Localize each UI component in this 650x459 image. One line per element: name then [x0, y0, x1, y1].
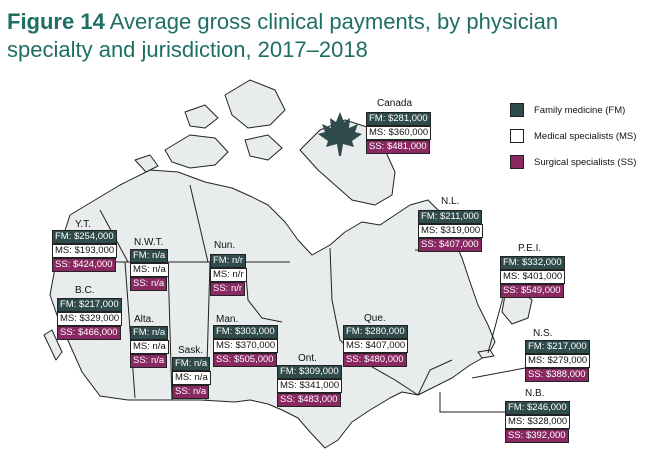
border-line [417, 359, 453, 396]
payment-box-nb: FM: $246,000 MS: $328,000 SS: $392,000 [505, 401, 571, 443]
fm-value: FM: $217,000 [525, 340, 590, 354]
legend-item-ss: Surgical specialists (SS) [510, 155, 636, 169]
region-label-alta: Alta. [134, 314, 155, 325]
ss-value: SS: $392,000 [505, 429, 569, 443]
legend-label-ms: Medical specialists (MS) [534, 130, 637, 142]
payment-box-canada: FM: $281,000 MS: $360,000 SS: $481,000 [366, 112, 432, 154]
region-label-canada: Canada [377, 98, 413, 109]
region-label-nun: Nun. [214, 240, 236, 251]
ms-value: MS: $319,000 [418, 224, 484, 238]
legend-label-fm: Family medicine (FM) [534, 104, 626, 116]
fm-value: FM: n/r [210, 254, 247, 268]
ms-value: MS: $401,000 [500, 270, 566, 284]
ms-value: MS: $370,000 [213, 339, 279, 353]
fm-value: FM: $332,000 [500, 256, 565, 270]
ms-value: MS: $341,000 [277, 379, 343, 393]
region-label-nl: N.L. [441, 196, 460, 207]
figure-title: Figure 14 Average gross clinical payment… [7, 8, 647, 64]
ms-value: MS: n/a [172, 371, 211, 385]
fm-value: FM: $217,000 [57, 298, 122, 312]
fm-value: FM: $303,000 [213, 325, 278, 339]
mainland-shape [49, 169, 496, 449]
legend-item-fm: Family medicine (FM) [510, 103, 636, 117]
ss-value: SS: n/a [130, 354, 168, 368]
fm-value: FM: n/a [130, 249, 169, 263]
maple-leaf-icon [318, 112, 362, 156]
leader-line [439, 392, 505, 413]
ss-value: SS: $424,000 [52, 258, 116, 272]
ss-value: SS: $388,000 [525, 368, 589, 382]
region-label-ns: N.S. [533, 328, 553, 339]
ss-value: SS: $505,000 [213, 353, 277, 367]
ms-value: MS: $279,000 [525, 354, 591, 368]
ms-value: MS: n/r [210, 268, 247, 282]
leader-line [487, 289, 506, 354]
border-line [189, 184, 209, 263]
fm-value: FM: $281,000 [366, 112, 431, 126]
legend: Family medicine (FM) Medical specialists… [510, 103, 636, 181]
payment-box-pei: FM: $332,000 MS: $401,000 SS: $549,000 [500, 256, 566, 298]
payment-box-bc: FM: $217,000 MS: $329,000 SS: $466,000 [57, 298, 123, 340]
ms-value: MS: $328,000 [505, 415, 571, 429]
payment-box-alta: FM: n/a MS: n/a SS: n/a [130, 326, 169, 368]
region-label-sask: Sask. [178, 345, 204, 356]
border-line [167, 261, 173, 401]
figure-number: Figure 14 [7, 9, 105, 34]
payment-box-nl: FM: $211,000 MS: $319,000 SS: $407,000 [418, 210, 484, 252]
region-label-nwt: N.W.T. [134, 237, 164, 248]
legend-swatch-ss [510, 155, 524, 169]
region-label-man: Man. [216, 314, 239, 325]
ss-value: SS: $549,000 [500, 284, 564, 298]
fm-value: FM: $254,000 [52, 230, 117, 244]
fm-value: FM: $309,000 [277, 365, 342, 379]
figure-caption: Average gross clinical payments, by phys… [7, 9, 559, 62]
fm-value: FM: n/a [130, 326, 169, 340]
region-label-ont: Ont. [298, 353, 317, 364]
pei-shape [477, 349, 495, 359]
fm-value: FM: $280,000 [343, 325, 408, 339]
fm-value: FM: n/a [172, 357, 211, 371]
legend-item-ms: Medical specialists (MS) [510, 129, 636, 143]
ss-value: SS: $481,000 [366, 140, 430, 154]
legend-label-ss: Surgical specialists (SS) [534, 156, 637, 168]
region-label-nb: N.B. [525, 388, 545, 399]
island-shape [244, 134, 283, 161]
ss-value: SS: $480,000 [343, 353, 407, 367]
island-shape [134, 154, 159, 173]
payment-box-que: FM: $280,000 MS: $407,000 SS: $480,000 [343, 325, 409, 367]
payment-box-sask: FM: n/a MS: n/a SS: n/a [172, 357, 211, 399]
ss-value: SS: n/a [130, 277, 168, 291]
fm-value: FM: $246,000 [505, 401, 570, 415]
payment-box-ns: FM: $217,000 MS: $279,000 SS: $388,000 [525, 340, 591, 382]
ss-value: SS: $466,000 [57, 326, 121, 340]
leader-line [471, 367, 526, 379]
ms-value: MS: $193,000 [52, 244, 118, 258]
ellesmere-island-shape [224, 79, 286, 129]
ms-value: MS: $360,000 [366, 126, 432, 140]
payment-box-man: FM: $303,000 MS: $370,000 SS: $505,000 [213, 325, 279, 367]
vancouver-island-shape [43, 329, 63, 361]
victoria-island-shape [164, 134, 229, 169]
ms-value: MS: n/a [130, 340, 169, 354]
legend-swatch-fm [510, 103, 524, 117]
fm-value: FM: $211,000 [418, 210, 482, 224]
ss-value: SS: n/a [172, 385, 210, 399]
region-label-yt: Y.T. [75, 219, 91, 230]
ms-value: MS: n/a [130, 263, 169, 277]
ss-value: SS: n/r [210, 282, 246, 296]
ms-value: MS: $407,000 [343, 339, 409, 353]
region-label-bc: B.C. [75, 285, 95, 296]
region-label-que: Que. [364, 313, 386, 324]
ms-value: MS: $329,000 [57, 312, 123, 326]
ss-value: SS: $483,000 [277, 393, 341, 407]
payment-box-ont: FM: $309,000 MS: $341,000 SS: $483,000 [277, 365, 343, 407]
island-shape [184, 104, 219, 129]
payment-box-nun: FM: n/r MS: n/r SS: n/r [210, 254, 247, 296]
payment-box-nwt: FM: n/a MS: n/a SS: n/a [130, 249, 169, 291]
payment-box-yt: FM: $254,000 MS: $193,000 SS: $424,000 [52, 230, 118, 272]
legend-swatch-ms [510, 129, 524, 143]
region-label-pei: P.E.I. [518, 243, 542, 254]
ss-value: SS: $407,000 [418, 238, 482, 252]
